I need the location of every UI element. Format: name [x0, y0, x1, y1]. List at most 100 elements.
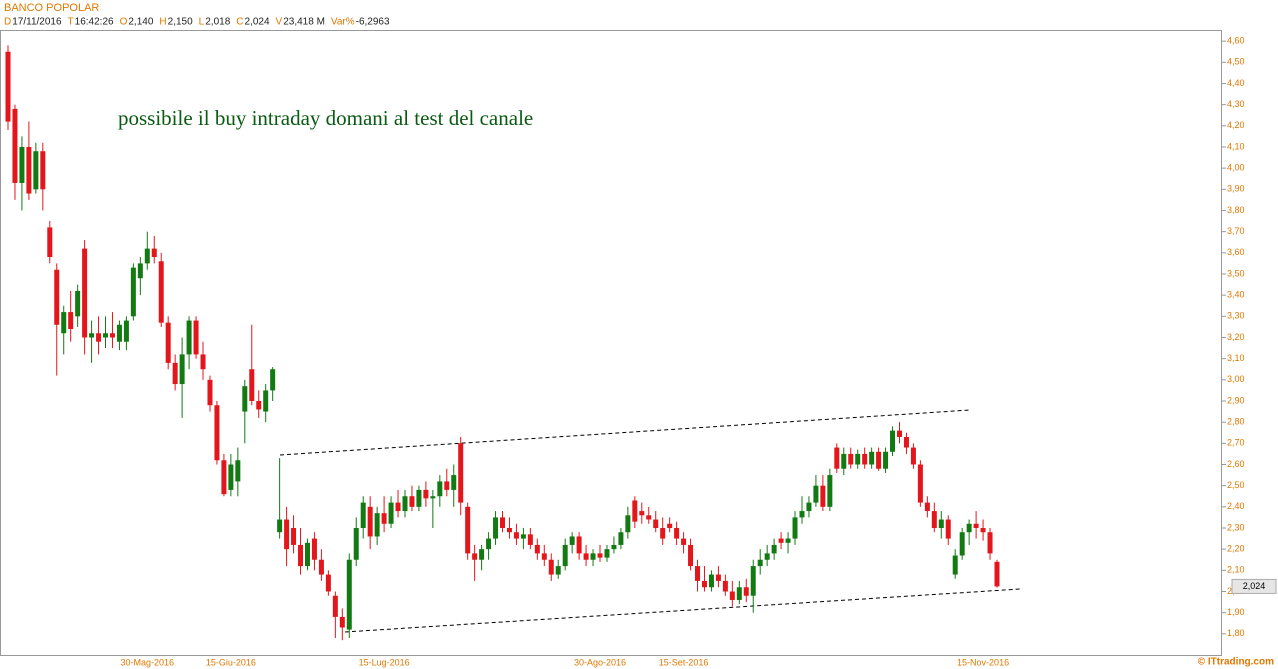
- candle-body: [625, 515, 631, 533]
- channel-lower: [344, 588, 1021, 633]
- candle-body: [33, 151, 39, 190]
- candle-body: [68, 312, 74, 330]
- candle-body: [597, 553, 603, 558]
- info-key: C: [236, 17, 243, 28]
- candle-body: [89, 333, 95, 338]
- x-tick-label: 15-Lug-2016: [359, 657, 410, 667]
- candle-body: [527, 534, 533, 545]
- candle-body: [715, 574, 721, 581]
- candle-body: [486, 538, 492, 550]
- candle-body: [214, 405, 220, 461]
- candle-body: [917, 464, 923, 503]
- y-tick-label: 1,90: [1227, 607, 1245, 617]
- candle-body: [388, 502, 394, 524]
- candle-body: [876, 451, 882, 469]
- candle-body: [284, 519, 290, 550]
- candle-body: [506, 527, 512, 533]
- y-tick-label: 3,90: [1227, 184, 1245, 194]
- candle-body: [158, 261, 164, 323]
- candle-body: [632, 500, 638, 522]
- candle-body: [291, 527, 297, 545]
- y-tick-label: 4,20: [1227, 120, 1245, 130]
- candle-body: [855, 453, 861, 465]
- candle-body: [660, 527, 666, 539]
- candle-body: [883, 451, 889, 469]
- candle-body: [674, 527, 680, 539]
- y-tick-label: 3,60: [1227, 247, 1245, 257]
- info-value: 23,418 M: [283, 17, 325, 28]
- candle-body: [304, 542, 310, 567]
- candle-body: [54, 269, 60, 325]
- info-key: H: [159, 17, 166, 28]
- candle-body: [938, 519, 944, 528]
- candle-body: [130, 267, 136, 317]
- y-tick-label: 4,10: [1227, 141, 1245, 151]
- info-value: 2,140: [128, 17, 153, 28]
- candle-body: [437, 481, 443, 497]
- candle-body: [785, 538, 791, 543]
- y-tick-label: 4,40: [1227, 78, 1245, 88]
- candle-body: [137, 263, 143, 279]
- candle-body: [479, 549, 485, 560]
- candle-body: [841, 453, 847, 469]
- candle-body: [520, 534, 526, 539]
- candle-body: [109, 333, 115, 338]
- info-key: L: [199, 17, 205, 28]
- y-tick-label: 3,00: [1227, 374, 1245, 384]
- candle-body: [82, 248, 88, 338]
- candle-body: [298, 544, 304, 567]
- y-tick-label: 2,30: [1227, 522, 1245, 532]
- candle-body: [193, 320, 199, 355]
- candle-body: [562, 544, 568, 567]
- plot-frame: [0, 30, 1222, 656]
- candle-body: [980, 527, 986, 533]
- y-tick-label: 3,50: [1227, 268, 1245, 278]
- candle-body: [270, 369, 276, 391]
- candle-body: [325, 574, 331, 592]
- candle-body: [500, 517, 505, 528]
- candle-body: [569, 536, 575, 545]
- candle-body: [144, 248, 150, 264]
- candle-body: [799, 511, 805, 518]
- candle-body: [5, 51, 11, 122]
- candle-body: [604, 549, 610, 558]
- candle-body: [590, 553, 596, 560]
- candle-body: [813, 485, 819, 503]
- candle-body: [332, 595, 338, 617]
- candle-body: [931, 511, 937, 528]
- y-tick-label: 2,10: [1227, 565, 1245, 575]
- candle-body: [103, 333, 109, 338]
- candle-body: [743, 587, 749, 596]
- candle-body: [910, 447, 916, 465]
- candle-body: [277, 519, 283, 533]
- last-value-box: [1231, 578, 1277, 594]
- candle-body: [583, 553, 589, 560]
- y-tick-label: 3,80: [1227, 205, 1245, 215]
- candle-body: [548, 559, 554, 575]
- chart-title: BANCO POPOLAR: [4, 2, 99, 14]
- info-value: 17/11/2016: [12, 17, 62, 28]
- candle-body: [339, 616, 345, 628]
- candle-body: [952, 555, 958, 575]
- y-tick-label: 3,70: [1227, 226, 1245, 236]
- candle-body: [681, 538, 687, 545]
- candle-body: [96, 333, 102, 342]
- candle-body: [722, 580, 728, 592]
- candle-body: [353, 527, 359, 560]
- candle-body: [318, 559, 324, 575]
- y-tick-label: 4,50: [1227, 57, 1245, 67]
- candle-body: [890, 430, 896, 452]
- candle-body: [263, 390, 269, 412]
- candle-body: [249, 369, 255, 401]
- candle-body: [451, 475, 457, 490]
- candle-body: [444, 481, 450, 490]
- info-value: 2,024: [245, 17, 270, 28]
- candle-body: [221, 460, 227, 495]
- candle-body: [534, 544, 540, 554]
- candle-body: [242, 386, 248, 412]
- candle-body: [458, 443, 464, 503]
- candle-body: [827, 475, 833, 507]
- candle-body: [151, 248, 157, 258]
- candle-body: [40, 151, 46, 190]
